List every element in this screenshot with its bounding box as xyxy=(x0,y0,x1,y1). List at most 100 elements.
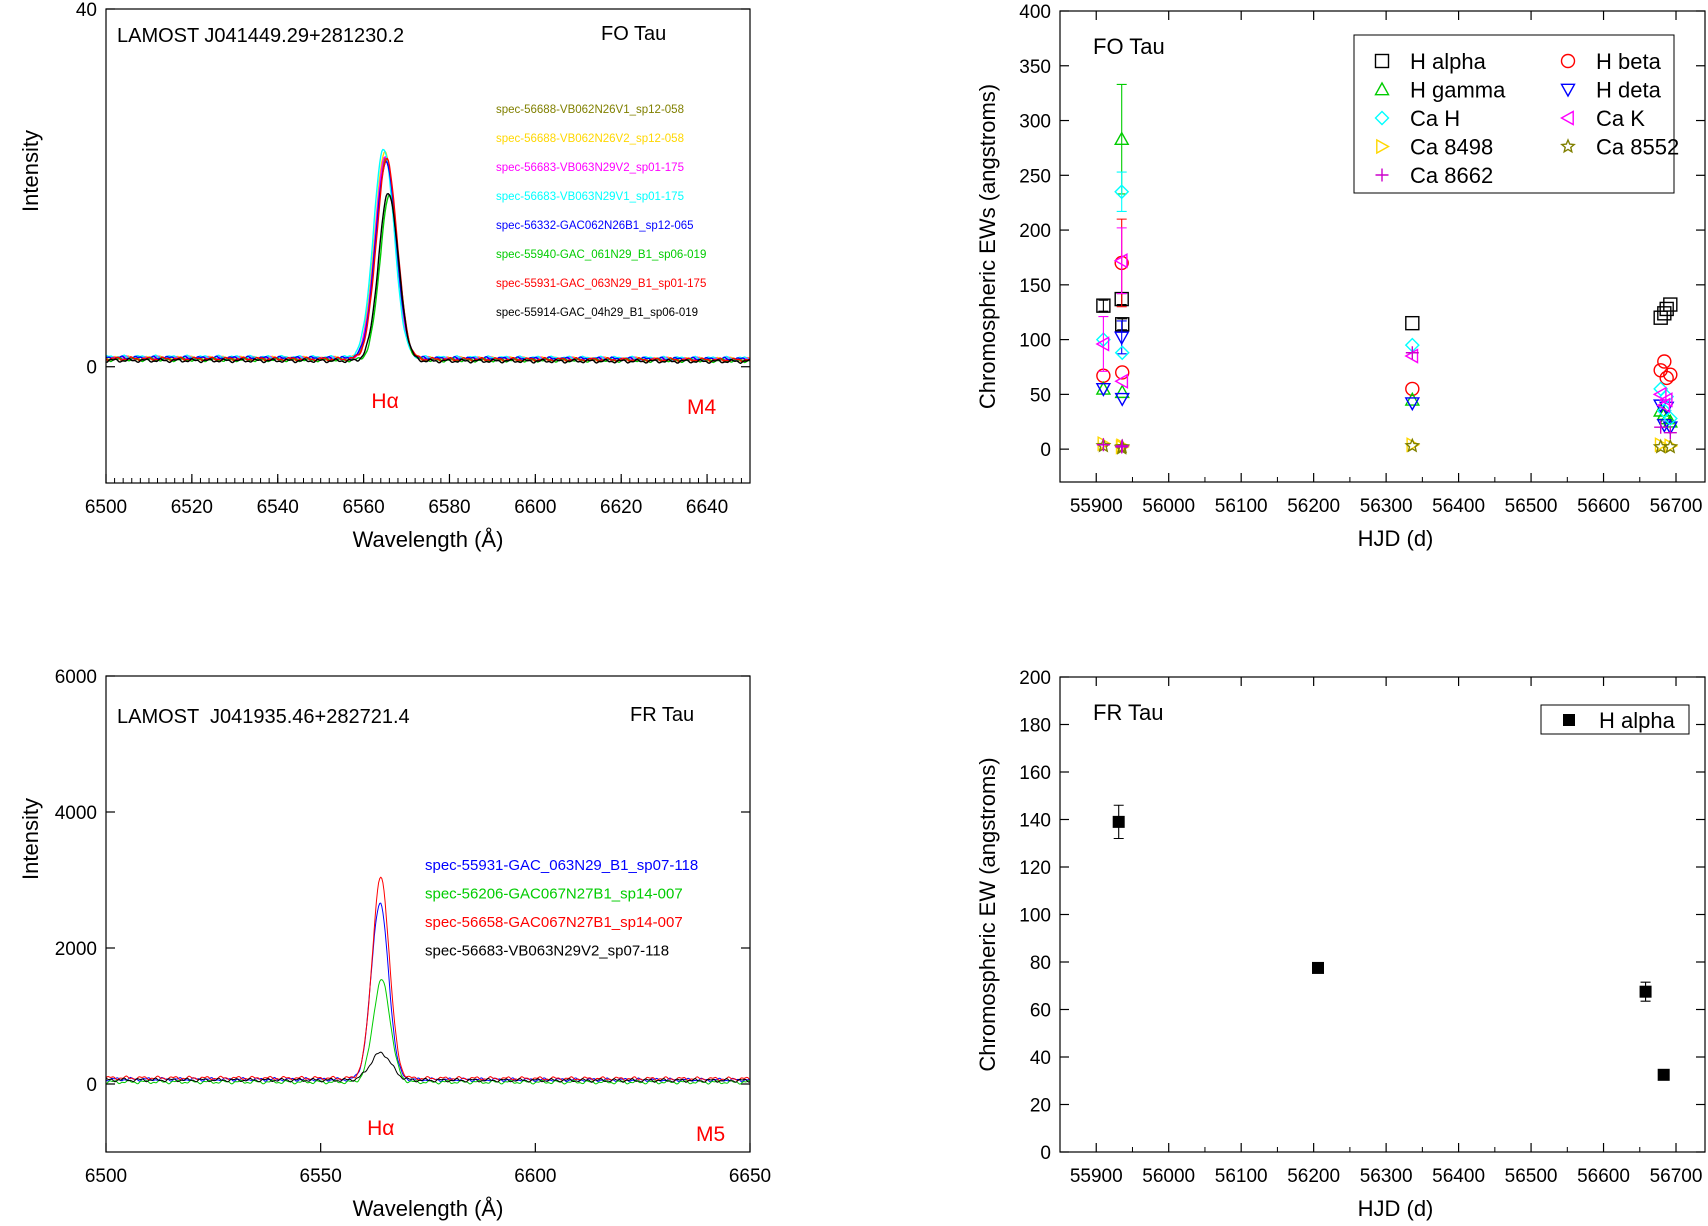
legend-entry-spec-55940-gac-061n29-b1-sp06-019: spec-55940-GAC_061N29_B1_sp06-019 xyxy=(496,249,706,261)
point-h-deta xyxy=(1114,392,1130,407)
legend-marker-ca-8498 xyxy=(1376,138,1390,155)
fo-spectrum-sptype-label: M4 xyxy=(687,396,716,419)
fo-spectrum-frame xyxy=(105,8,751,484)
x-tick-label: 56100 xyxy=(1215,1166,1268,1187)
legend-entry-spec-56683-vb063n29v2-sp07-118: spec-56683-VB063N29V2_sp07-118 xyxy=(425,943,669,960)
y-tick-label: 50 xyxy=(1030,385,1051,406)
fo-ews-star-label: FO Tau xyxy=(1093,34,1165,59)
x-tick-label: 56300 xyxy=(1360,496,1413,517)
fr-spectrum-frame xyxy=(105,675,751,1153)
legend-label-h-alpha: H alpha xyxy=(1599,708,1676,733)
error-bar-ca-h xyxy=(1116,171,1127,212)
legend-label-h-alpha: H alpha xyxy=(1410,49,1487,74)
fo-ews-panel: 55900 56000 56100 56200 56300 56400 56500 56600… xyxy=(975,2,1706,551)
y-tick-label: 150 xyxy=(1019,276,1051,297)
fo-ews-xlabel: HJD (d) xyxy=(1358,526,1434,551)
legend-entry-spec-56683-vb063n29v1-sp01-175: spec-56683-VB063N29V1_sp01-175 xyxy=(496,191,684,203)
legend-marker-ca-h xyxy=(1374,110,1390,126)
y-tick-label: 4000 xyxy=(55,803,97,824)
point-ca-k xyxy=(1656,397,1671,414)
legend-marker-h-alpha xyxy=(1563,714,1575,726)
legend-label-h-beta: H beta xyxy=(1596,49,1662,74)
y-tick-label: 200 xyxy=(1019,668,1051,689)
legend-entry-spec-55914-gac-04h29-b1-sp06-019: spec-55914-GAC_04h29_B1_sp06-019 xyxy=(496,307,698,319)
y-tick-label: 40 xyxy=(76,0,97,21)
point-h-alpha xyxy=(1659,301,1674,317)
error-bar-ca-k xyxy=(1116,227,1127,295)
y-tick-label: 180 xyxy=(1019,716,1051,737)
point-ca-k xyxy=(1095,336,1110,352)
point-h-alpha xyxy=(1657,1068,1670,1081)
legend-entry-spec-55931-gac-063n29-b1-sp07-118: spec-55931-GAC_063N29_B1_sp07-118 xyxy=(425,857,698,874)
y-tick-label: 250 xyxy=(1019,166,1051,187)
point-h-alpha xyxy=(1639,985,1652,998)
point-h-deta xyxy=(1114,331,1130,346)
point-ca-h xyxy=(1114,345,1130,361)
legend-entry-spec-56688-vb062n26v2-sp12-058: spec-56688-VB062N26V2_sp12-058 xyxy=(496,133,684,145)
fo-ews-frame xyxy=(1059,10,1706,483)
legend-entry-spec-56332-gac062n26b1-sp12-065: spec-56332-GAC062N26B1_sp12-065 xyxy=(496,220,694,232)
point-ca-k xyxy=(1658,392,1673,408)
legend-label-h-gamma: H gamma xyxy=(1410,78,1506,103)
fr-spectrum-ylabel: Intensity xyxy=(18,798,43,880)
y-tick-label: 80 xyxy=(1030,953,1051,974)
y-tick-label: 100 xyxy=(1019,331,1051,352)
x-tick-label: 56600 xyxy=(1577,496,1630,517)
legend-marker-ca-8552 xyxy=(1560,138,1576,154)
point-ca-k xyxy=(1652,386,1667,403)
fo-spectrum-halpha-label: Hα xyxy=(371,390,398,413)
x-tick-label: 56400 xyxy=(1432,1166,1485,1187)
y-tick-label: 140 xyxy=(1019,811,1051,832)
legend-entry-spec-56688-vb062n26v1-sp12-058: spec-56688-VB062N26V1_sp12-058 xyxy=(496,104,684,116)
point-h-beta xyxy=(1115,365,1130,380)
fo-ews-legend-box xyxy=(1353,34,1675,194)
x-tick-label: 56700 xyxy=(1650,496,1703,517)
x-tick-label: 6550 xyxy=(300,1166,342,1187)
fr-ews-star-label: FR Tau xyxy=(1093,700,1164,725)
point-h-alpha xyxy=(1405,315,1420,331)
y-tick-label: 60 xyxy=(1030,1001,1051,1022)
point-ca-8662 xyxy=(1663,426,1677,440)
x-tick-label: 55900 xyxy=(1070,496,1123,517)
fr-spectrum-title: LAMOST J041935.46+282721.4 xyxy=(117,706,410,728)
legend-entry-spec-56206-gac067n27b1-sp14-007: spec-56206-GAC067N27B1_sp14-007 xyxy=(425,886,683,903)
x-tick-label: 56700 xyxy=(1650,1166,1703,1187)
fo-spectrum-title: LAMOST J041449.29+281230.2 xyxy=(117,25,404,47)
x-tick-label: 6560 xyxy=(342,497,384,518)
fr-ews-ylabel: Chromospheric EW (angstroms) xyxy=(975,757,1000,1071)
spectrum-line-spec-56206-gac067n27b1-sp14-007 xyxy=(105,979,751,1085)
x-tick-label: 6580 xyxy=(428,497,470,518)
point-h-beta xyxy=(1405,381,1420,397)
fo-spectrum-panel: 6500 6520 6540 6560 6580 6600 6620 6640 0 40 Inte… xyxy=(18,0,751,552)
point-h-alpha xyxy=(1096,298,1111,313)
legend-entry-spec-55931-gac-063n29-b1-sp01-175: spec-55931-GAC_063N29_B1_sp01-175 xyxy=(496,278,706,290)
spectrum-line-spec-56683-vb063n29v2-sp07-118 xyxy=(105,1051,751,1083)
point-ca-h xyxy=(1662,410,1678,426)
x-tick-label: 6600 xyxy=(514,1166,556,1187)
y-tick-label: 100 xyxy=(1019,906,1051,927)
legend-marker-h-alpha xyxy=(1374,53,1390,69)
fo-spectrum-star-label: FO Tau xyxy=(601,23,666,45)
point-ca-k xyxy=(1114,373,1129,389)
x-tick-label: 56500 xyxy=(1505,496,1558,517)
x-tick-label: 6520 xyxy=(171,497,213,518)
y-tick-label: 2000 xyxy=(55,939,97,960)
fr-spectrum-star-label: FR Tau xyxy=(630,704,694,726)
error-bar-ca-k xyxy=(1098,316,1109,372)
legend-marker-ca-k xyxy=(1560,110,1574,126)
y-tick-label: 160 xyxy=(1019,763,1051,784)
x-tick-label: 6620 xyxy=(600,497,642,518)
legend-marker-h-gamma xyxy=(1374,81,1390,96)
y-tick-label: 0 xyxy=(1040,1143,1051,1164)
legend-entry-spec-56683-vb063n29v2-sp01-175: spec-56683-VB063N29V2_sp01-175 xyxy=(496,162,684,174)
error-bar-h-alpha xyxy=(1098,299,1109,312)
x-tick-label: 6540 xyxy=(257,497,299,518)
fr-spectrum-sptype-label: M5 xyxy=(696,1123,725,1146)
x-tick-label: 6500 xyxy=(85,1166,127,1187)
point-ca-k xyxy=(1113,253,1128,269)
x-tick-label: 6640 xyxy=(686,497,728,518)
legend-label-ca-8498: Ca 8498 xyxy=(1410,135,1493,160)
fr-spectrum-halpha-label: Hα xyxy=(367,1117,394,1140)
fr-spectrum-xlabel: Wavelength (Å) xyxy=(353,1196,504,1221)
